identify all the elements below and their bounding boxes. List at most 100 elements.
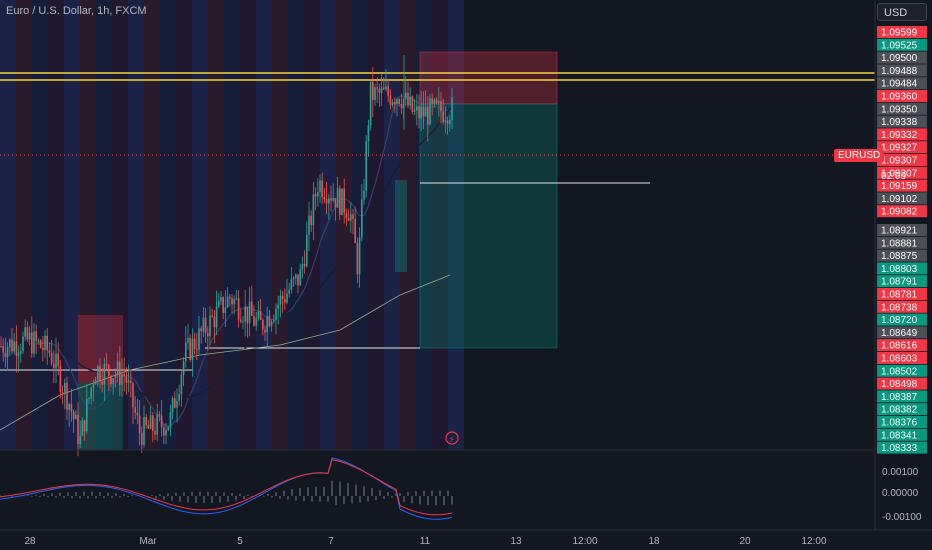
price-label-bg — [877, 441, 927, 454]
candle-body — [451, 97, 453, 121]
candle-body — [103, 364, 106, 385]
session-band — [240, 0, 256, 450]
candle-body — [202, 317, 205, 332]
candle-body — [284, 299, 286, 303]
candle-body — [39, 340, 42, 348]
candle-body — [66, 382, 68, 410]
price-label-bg — [877, 339, 927, 352]
price-label-bg — [877, 115, 927, 128]
candle-body — [174, 398, 176, 408]
candle-body — [246, 306, 249, 324]
candle-body — [440, 100, 442, 112]
candle-body — [389, 95, 392, 105]
candle-body — [75, 414, 77, 420]
candle-body — [152, 415, 154, 431]
candle-body — [317, 191, 319, 197]
candle-body — [369, 81, 372, 126]
candle-body — [229, 296, 231, 299]
flash-alert-icon[interactable] — [445, 431, 459, 445]
horizontal-lines — [0, 72, 875, 371]
candle-body — [94, 379, 97, 385]
candle-body — [385, 86, 387, 90]
candle-body — [123, 374, 125, 376]
small-target-zone — [395, 180, 407, 272]
candle-body — [336, 188, 339, 208]
session-band — [272, 0, 288, 450]
candle-body — [92, 384, 95, 388]
candle-body — [105, 364, 108, 366]
price-label: 1.08791 — [881, 277, 918, 288]
candle-body — [444, 120, 447, 122]
candle-body — [86, 399, 88, 432]
candle-body — [20, 350, 22, 354]
currency-button[interactable]: USD — [877, 3, 927, 21]
candle-body — [396, 99, 398, 105]
price-label: 1.08603 — [881, 354, 918, 365]
price-label-bg — [877, 262, 927, 275]
candle-body — [176, 400, 178, 408]
session-band — [96, 0, 112, 450]
candle-body — [270, 321, 273, 327]
candle-body — [347, 217, 350, 221]
candle-body — [171, 398, 174, 413]
countdown-label: 02:09 — [881, 171, 906, 182]
candle-body — [127, 380, 130, 383]
candle-body — [138, 415, 141, 433]
moving-average-line — [0, 106, 453, 403]
candle-body — [343, 188, 345, 213]
x-tick-label: 18 — [648, 536, 660, 547]
price-label: 1.09488 — [881, 66, 918, 77]
candle-body — [433, 99, 436, 104]
candle-body — [413, 110, 416, 112]
price-label: 1.08720 — [881, 315, 918, 326]
candle-body — [145, 416, 147, 426]
candle-body — [268, 315, 271, 327]
price-label-bg — [877, 128, 927, 141]
price-label-bg — [877, 166, 927, 179]
price-label-bg — [877, 154, 927, 166]
price-label-bg — [877, 352, 927, 364]
candle-body — [72, 411, 75, 420]
candle-body — [394, 102, 396, 105]
session-band — [336, 0, 352, 450]
candle-body — [374, 87, 376, 101]
candle-body — [380, 87, 383, 93]
candle-body — [191, 338, 194, 360]
candle-body — [13, 341, 15, 352]
price-label: 1.08881 — [881, 238, 918, 249]
candle-body — [352, 214, 354, 219]
long-target-zone — [78, 383, 123, 450]
candle-body — [233, 298, 235, 305]
session-band — [144, 0, 160, 450]
price-label-bg — [877, 77, 927, 90]
candle-body — [354, 218, 356, 243]
candle-body — [251, 301, 253, 316]
candle-body — [97, 366, 99, 380]
price-label-bg — [877, 205, 927, 218]
price-label-bg — [877, 179, 927, 192]
candle-body — [160, 415, 163, 427]
session-band — [384, 0, 400, 450]
candle-body — [402, 99, 405, 109]
candle-body — [244, 306, 246, 322]
session-band — [256, 0, 272, 450]
candle-body — [312, 193, 315, 226]
candle-body — [90, 387, 92, 399]
candle-body — [134, 407, 136, 413]
candle-body — [33, 331, 35, 354]
candle-body — [121, 374, 123, 385]
price-label: 1.08333 — [881, 443, 918, 454]
price-label: 1.09207 — [881, 168, 918, 179]
price-label: 1.09332 — [881, 130, 918, 141]
price-label-bg — [877, 26, 927, 38]
candle-body — [391, 102, 394, 105]
candle-body — [112, 378, 114, 385]
candle-body — [28, 332, 31, 340]
candle-body — [50, 352, 53, 364]
candle-body — [446, 120, 449, 124]
price-label-bg — [877, 64, 927, 77]
session-band — [368, 0, 384, 450]
price-label-bg — [877, 428, 927, 441]
candle-body — [147, 425, 150, 429]
